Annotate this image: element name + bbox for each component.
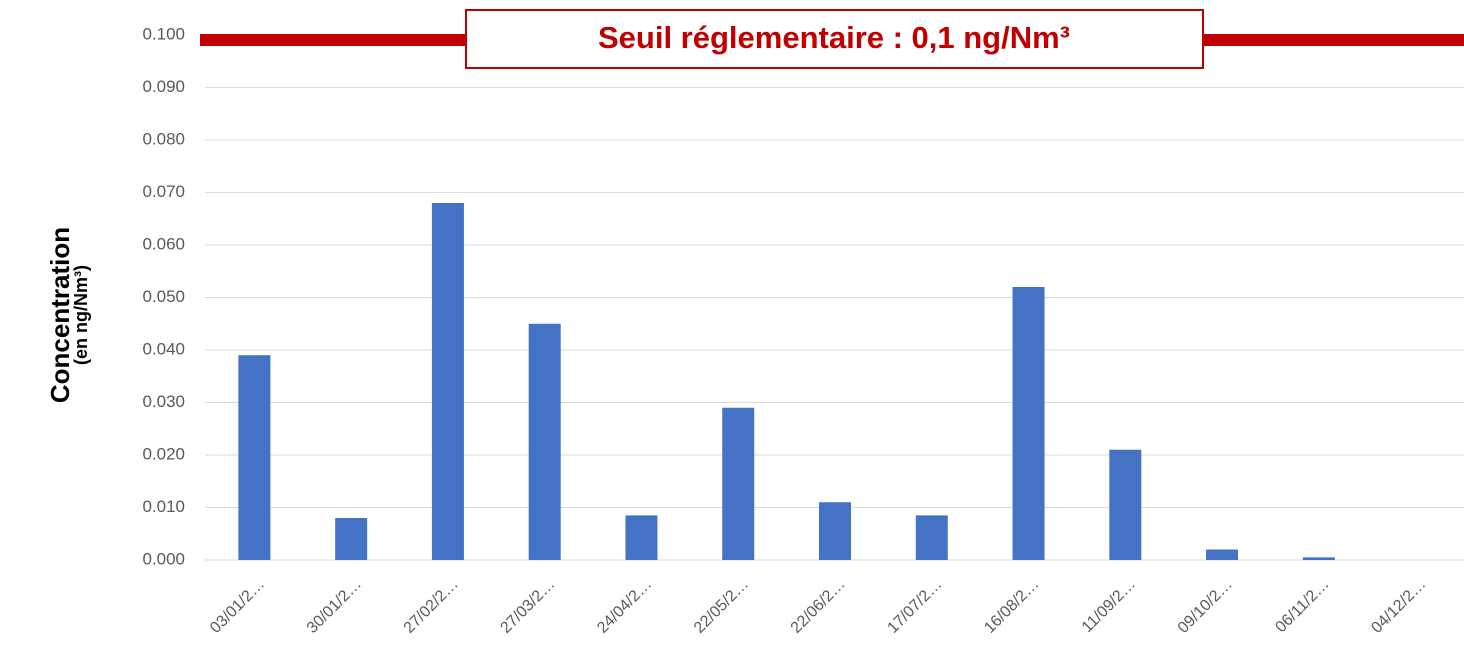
bar [528,323,561,560]
x-tick-label: 03/01/2… [207,576,268,637]
annotation-box [465,9,1204,69]
y-tick-label: 0.060 [142,234,185,253]
y-tick-label: 0.040 [142,339,185,358]
y-tick-label: 0.050 [142,287,185,306]
y-tick-label: 0.100 [142,24,185,43]
y-tick-label: 0.030 [142,392,185,411]
bar [431,203,464,560]
y-axis-label: Concentration [45,227,75,403]
bar [1206,549,1239,560]
bar [915,515,948,560]
bar [238,355,271,560]
bar [335,518,368,560]
x-tick-label: 27/02/2… [401,576,462,637]
bar [1302,557,1335,560]
bar [819,502,851,560]
x-tick-label: 17/07/2… [884,576,945,637]
x-tick-label: 27/03/2… [497,576,558,637]
y-tick-label: 0.080 [142,129,185,148]
x-tick-label: 06/11/2… [1272,576,1332,636]
x-tick-label: 04/12/2… [1368,576,1429,637]
bar [722,407,755,560]
y-tick-label: 0.000 [142,549,185,568]
x-tick-label: 11/09/2… [1079,576,1139,636]
x-tick-label: 24/04/2… [594,576,655,637]
x-tick-label: 16/08/2… [981,576,1042,637]
bar [625,515,658,560]
annotation: Seuil réglementaire : 0,1 ng/Nm³ [598,20,1070,55]
x-tick-label: 22/05/2… [691,576,752,637]
y-tick-label: 0.020 [142,444,185,463]
bar [1012,287,1045,560]
y-tick-label: 0.090 [142,77,185,96]
y-axis-sublabel: (en ng/Nm³) [71,265,91,365]
x-tick-label: 22/06/2… [788,576,849,637]
y-tick-label: 0.070 [142,182,185,201]
bar [1109,449,1142,560]
y-tick-label: 0.010 [142,497,185,516]
x-tick-label: 30/01/2… [304,576,365,637]
x-tick-label: 09/10/2… [1175,576,1236,637]
